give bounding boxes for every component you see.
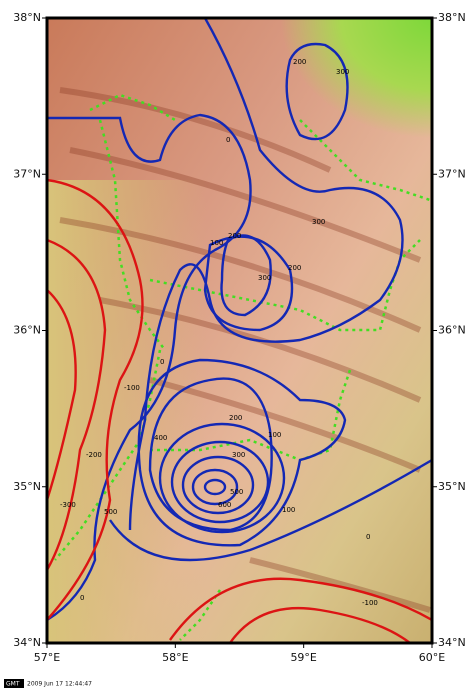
map-figure: 200 300 0 100 200 300 200 300 0 -100 -20… [0, 0, 468, 690]
contour-label: 300 [336, 68, 349, 76]
contour-label: 300 [312, 218, 325, 226]
contour-label: 300 [232, 451, 245, 459]
contour-label: 500 [230, 488, 243, 496]
lat-label: 36°N [13, 324, 41, 337]
contour-label: 200 [293, 58, 306, 66]
lat-label: 37°N [438, 167, 466, 180]
contour-label: -100 [362, 599, 378, 607]
timestamp: 2009 Jun 17 12:44:47 [27, 681, 92, 688]
lat-label: 36°N [438, 324, 466, 337]
terrain [47, 18, 432, 643]
contour-label: 300 [258, 274, 271, 282]
contour-label: 100 [268, 431, 281, 439]
lat-label: 37°N [13, 167, 41, 180]
contour-label: -300 [60, 501, 76, 509]
contour-label: 100 [282, 506, 295, 514]
lat-label: 35°N [438, 480, 466, 493]
lon-label: 59°E [290, 651, 316, 664]
logo: GMT [6, 681, 20, 688]
lat-label: 34°N [438, 636, 466, 649]
lat-label: 38°N [438, 11, 466, 24]
contour-label: 400 [154, 434, 167, 442]
contour-label: 0 [80, 594, 84, 602]
contour-label: 500 [104, 508, 117, 516]
contour-label: 600 [218, 501, 231, 509]
lat-label: 38°N [13, 11, 41, 24]
lat-label: 34°N [13, 636, 41, 649]
lon-label: 57°E [34, 651, 60, 664]
contour-label: 0 [226, 136, 230, 144]
contour-label: 200 [229, 414, 242, 422]
contour-label: 0 [160, 358, 164, 366]
lat-label: 35°N [13, 480, 41, 493]
lon-label: 58°E [162, 651, 188, 664]
contour-label: -200 [86, 451, 102, 459]
contour-label: 0 [366, 533, 370, 541]
contour-label: 200 [288, 264, 301, 272]
contour-label: 200 [228, 232, 241, 240]
contour-label: 100 [210, 239, 223, 247]
contour-label: -100 [124, 384, 140, 392]
lon-label: 60°E [419, 651, 445, 664]
